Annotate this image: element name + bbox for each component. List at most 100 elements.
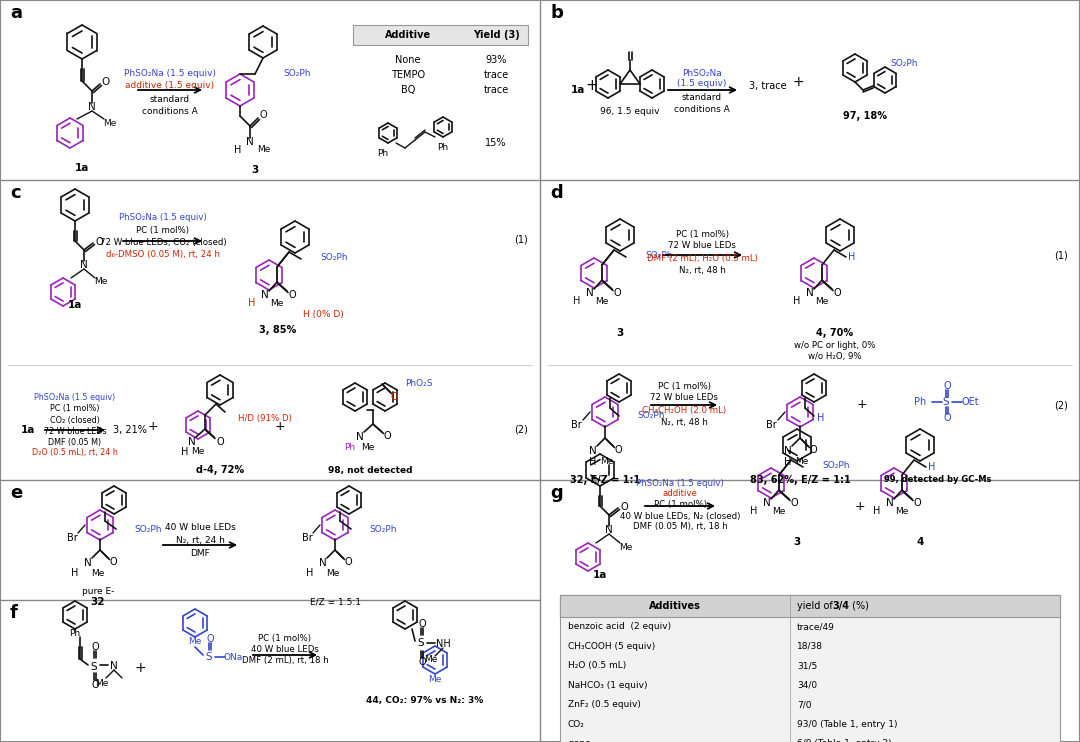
Text: DMF: DMF [190, 548, 210, 557]
Text: 93/0 (Table 1, entry 1): 93/0 (Table 1, entry 1) [797, 720, 897, 729]
Text: H: H [848, 252, 855, 262]
Text: O: O [345, 557, 352, 567]
Text: N: N [89, 102, 96, 112]
Text: (1.5 equiv): (1.5 equiv) [677, 79, 727, 88]
Text: Me: Me [429, 674, 442, 683]
Text: N: N [806, 288, 814, 298]
Text: yield of: yield of [797, 601, 836, 611]
Text: N: N [589, 446, 597, 456]
Text: PhO₂S: PhO₂S [405, 379, 432, 389]
Text: None: None [395, 55, 421, 65]
Text: 72 W blue LEDs: 72 W blue LEDs [650, 393, 718, 402]
Text: (%): (%) [849, 601, 869, 611]
Text: O: O [620, 502, 627, 512]
Text: trace: trace [484, 70, 509, 80]
Text: d: d [550, 184, 563, 202]
Bar [561, 595, 1059, 617]
Text: H: H [874, 506, 880, 516]
Text: Yield (3): Yield (3) [473, 30, 519, 40]
Text: Me: Me [95, 678, 109, 688]
Text: BQ: BQ [401, 85, 415, 95]
Text: 4, 70%: 4, 70% [816, 328, 853, 338]
Text: additive (1.5 equiv): additive (1.5 equiv) [125, 82, 215, 91]
Text: TEMPO: TEMPO [391, 70, 426, 80]
Text: standard: standard [681, 93, 723, 102]
Text: Br: Br [302, 533, 313, 543]
Text: N: N [110, 661, 118, 671]
Text: 3: 3 [252, 165, 258, 175]
Text: PC (1 mol%): PC (1 mol%) [136, 226, 189, 234]
Text: 3, 85%: 3, 85% [259, 325, 297, 335]
Text: 44, CO₂: 97% vs N₂: 3%: 44, CO₂: 97% vs N₂: 3% [366, 695, 484, 704]
Text: N: N [246, 137, 254, 147]
Text: 99, detected by GC-Ms: 99, detected by GC-Ms [885, 476, 991, 485]
Text: d‑4, 72%: d‑4, 72% [195, 465, 244, 475]
Text: O: O [418, 619, 426, 629]
Text: E/Z = 1.5:1: E/Z = 1.5:1 [310, 597, 361, 606]
Text: Me: Me [619, 542, 633, 551]
Text: trace/49: trace/49 [797, 623, 835, 631]
Text: Me: Me [326, 568, 340, 577]
Text: O: O [418, 657, 426, 667]
Text: PC (1 mol%): PC (1 mol%) [658, 382, 711, 392]
Text: 72 W blue LEDs: 72 W blue LEDs [43, 427, 106, 436]
Text: N: N [586, 288, 594, 298]
Text: O: O [216, 437, 224, 447]
Text: conditions A: conditions A [674, 105, 730, 114]
Text: +: + [148, 421, 159, 433]
Text: Me: Me [104, 119, 117, 128]
Text: O: O [383, 431, 391, 441]
Text: 3: 3 [794, 537, 800, 547]
Text: DMF (0.05 M), rt, 18 h: DMF (0.05 M), rt, 18 h [633, 522, 727, 531]
Text: Me: Me [270, 298, 284, 307]
Text: 98, not detected: 98, not detected [327, 465, 413, 474]
Text: (1): (1) [514, 235, 528, 245]
Text: PC (1 mol%): PC (1 mol%) [51, 404, 99, 413]
Text: Me: Me [595, 297, 609, 306]
Text: Additives: Additives [649, 601, 701, 611]
Text: Ph: Ph [437, 143, 448, 153]
Text: Ph: Ph [377, 149, 389, 159]
Text: O: O [259, 110, 267, 120]
Text: (2): (2) [514, 425, 528, 435]
Text: 1a: 1a [75, 163, 90, 173]
Text: DMF (0.05 M): DMF (0.05 M) [49, 438, 102, 447]
Text: 3, trace: 3, trace [750, 81, 787, 91]
Text: ONa: ONa [224, 654, 243, 663]
Text: N: N [319, 558, 327, 568]
Text: 72 W blue LEDs: 72 W blue LEDs [669, 241, 735, 251]
Text: D₂O (0.5 mL), rt, 24 h: D₂O (0.5 mL), rt, 24 h [32, 448, 118, 458]
Text: Br: Br [571, 420, 582, 430]
Text: CO₂: CO₂ [568, 720, 585, 729]
Text: 83, 62%, E/Z = 1:1: 83, 62%, E/Z = 1:1 [750, 475, 850, 485]
Text: 4: 4 [916, 537, 923, 547]
Text: SO₂Ph: SO₂Ph [283, 70, 311, 79]
Text: H: H [794, 296, 800, 306]
Text: 1a: 1a [21, 425, 36, 435]
Text: O: O [91, 680, 98, 690]
Text: f: f [10, 604, 18, 622]
Text: OEt: OEt [961, 397, 978, 407]
Text: SO₂Ph: SO₂Ph [645, 251, 673, 260]
Text: N₂, rt, 48 h: N₂, rt, 48 h [678, 266, 726, 275]
Text: Me: Me [600, 458, 613, 467]
Text: DMF (2 mL), rt, 18 h: DMF (2 mL), rt, 18 h [242, 657, 328, 666]
Text: O: O [943, 413, 950, 423]
Text: +: + [134, 661, 146, 675]
Text: PC (1 mol%): PC (1 mol%) [675, 231, 729, 240]
Text: O: O [288, 290, 296, 300]
Text: 32, E/Z = 1:1: 32, E/Z = 1:1 [570, 475, 640, 485]
Text: 96, 1.5 equiv: 96, 1.5 equiv [600, 108, 660, 116]
Text: PhSO₂Na (1.5 equiv): PhSO₂Na (1.5 equiv) [119, 214, 207, 223]
Text: O: O [100, 77, 109, 87]
Text: 93%: 93% [485, 55, 507, 65]
Text: 40 W blue LEDs, N₂ (closed): 40 W blue LEDs, N₂ (closed) [620, 511, 740, 520]
Text: a: a [10, 4, 22, 22]
Text: 1a: 1a [571, 85, 585, 95]
Text: H/D (91% D): H/D (91% D) [238, 413, 292, 422]
Text: SO₂Ph: SO₂Ph [320, 252, 348, 261]
Text: 40 W blue LEDs: 40 W blue LEDs [164, 524, 235, 533]
Text: pure E-: pure E- [82, 588, 114, 597]
Text: PC (1 mol%): PC (1 mol%) [258, 634, 311, 643]
Text: H: H [573, 296, 581, 306]
